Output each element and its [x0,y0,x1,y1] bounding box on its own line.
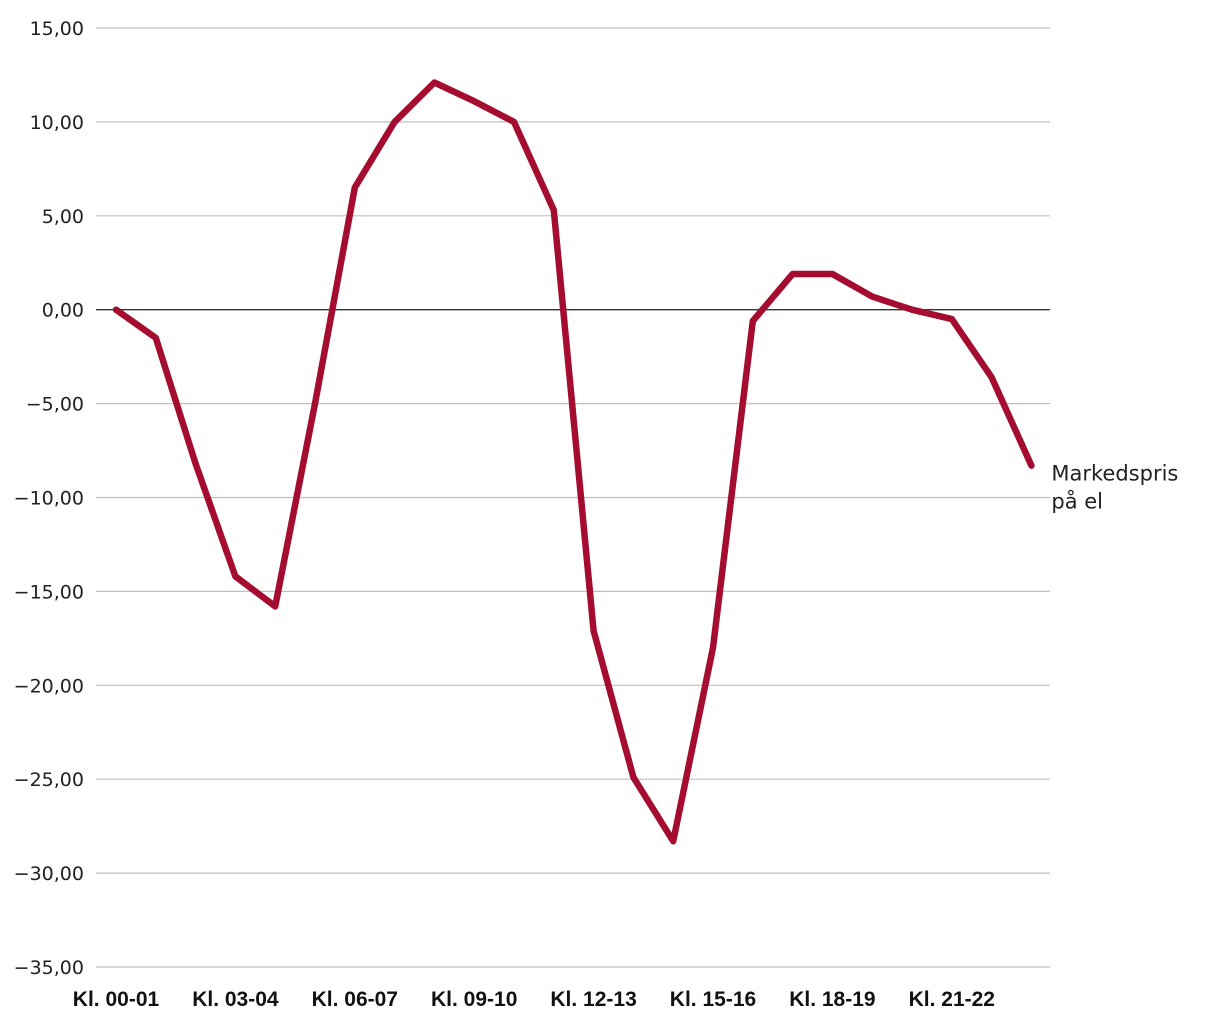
series-label-line: Markedspris [1051,462,1178,486]
y-tick-label: −20,00 [14,675,84,697]
x-tick-label: Kl. 06-07 [312,988,398,1011]
series-group [112,79,1035,845]
y-tick-label: 5,00 [42,206,84,228]
y-tick-label: 10,00 [30,112,84,134]
x-tick-label: Kl. 09-10 [431,988,517,1011]
series-label-line: på el [1051,489,1103,514]
series-label: Markedspris på el [1051,462,1178,514]
x-tick-label: Kl. 12-13 [550,988,636,1011]
y-tick-label: 15,00 [30,18,84,40]
y-tick-label: −15,00 [14,581,84,603]
x-axis-ticks: Kl. 00-01 Kl. 03-04 Kl. 06-07 Kl. 09-10 Kl. … [73,988,995,1011]
y-tick-label: −30,00 [14,863,84,885]
y-axis-ticks: 15,00 10,00 5,00 0,00 −5,00 −10,00 −15,00 −20,0… [14,18,84,979]
x-tick-label: Kl. 18-19 [789,988,875,1011]
series-line [112,79,1035,845]
gridlines [96,27,1050,968]
y-tick-label: −35,00 [14,957,84,979]
y-tick-label: −25,00 [14,769,84,791]
x-tick-label: Kl. 15-16 [670,988,756,1011]
y-tick-label: −10,00 [14,488,84,510]
y-tick-label: 0,00 [42,300,84,322]
x-tick-label: Kl. 00-01 [73,988,160,1011]
x-tick-label: Kl. 21-22 [909,988,995,1011]
x-tick-label: Kl. 03-04 [192,988,279,1011]
y-tick-label: −5,00 [26,394,84,416]
